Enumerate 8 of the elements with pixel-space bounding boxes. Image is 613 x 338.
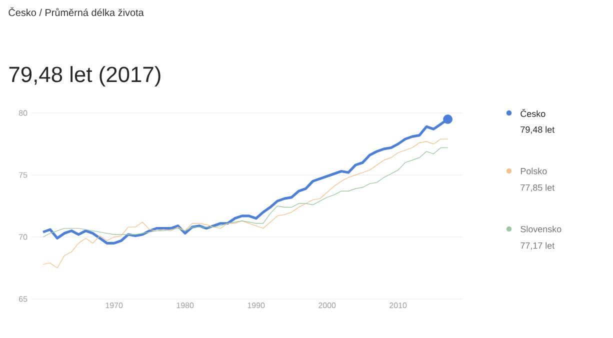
legend-label: Slovensko [520, 226, 562, 232]
chart-subtitle: Česko / Průměrná délka života [8, 7, 144, 16]
chart-title: 79,48 let (2017) [9, 66, 160, 87]
legend-label: Polsko [520, 168, 547, 174]
text: 79,48 let [520, 126, 555, 134]
text: 77,17 let [520, 242, 555, 250]
text: 77,85 let [520, 184, 555, 192]
legend-label: Česko [520, 109, 546, 117]
